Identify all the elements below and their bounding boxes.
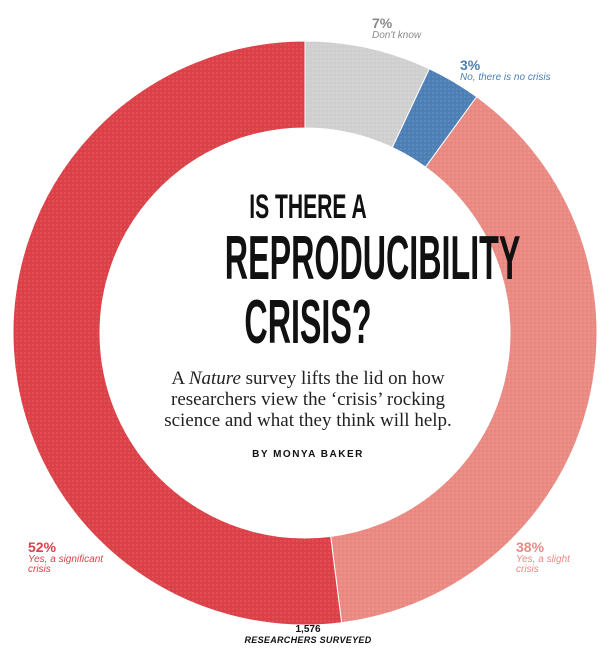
label-dont-know-text: Don't know bbox=[372, 29, 422, 41]
sample-size-note: 1,576 RESEARCHERS SURVEYED bbox=[208, 624, 408, 645]
slice-texture-2 bbox=[330, 96, 598, 623]
subhead-italic: Nature bbox=[188, 368, 241, 389]
label-slight-text-2: crisis bbox=[516, 564, 539, 576]
label-slight-text-1: Yes, a slight bbox=[516, 553, 570, 565]
headline-block: Is there a Reproducibility crisis? A Nat… bbox=[148, 188, 521, 460]
subhead-post: survey lifts the lid on how researchers … bbox=[164, 368, 452, 431]
headline-line-3: crisis? bbox=[244, 288, 372, 357]
label-no-crisis: 3% No, there is no crisis bbox=[460, 58, 551, 83]
headline-line-2: Reproducibility bbox=[224, 224, 521, 293]
headline-line-1: Is there a bbox=[249, 188, 367, 226]
subhead: A Nature survey lifts the lid on how res… bbox=[148, 368, 468, 431]
label-no-crisis-pct: 3% bbox=[460, 57, 481, 73]
subhead-pre: A bbox=[171, 368, 189, 389]
label-significant: 52% Yes, a significant crisis bbox=[28, 540, 103, 576]
slice-texture-3 bbox=[13, 41, 342, 625]
byline: BY MONYA BAKER bbox=[252, 449, 364, 460]
label-significant-text-2: crisis bbox=[28, 564, 51, 576]
slice-texture-1 bbox=[392, 68, 477, 168]
slice-texture-0 bbox=[305, 41, 430, 148]
label-significant-text-1: Yes, a significant bbox=[28, 553, 104, 565]
donut-texture bbox=[13, 41, 598, 625]
label-dont-know-pct: 7% bbox=[372, 15, 393, 31]
sample-count: 1,576 bbox=[295, 624, 321, 635]
sample-label: RESEARCHERS SURVEYED bbox=[244, 635, 372, 645]
label-dont-know: 7% Don't know bbox=[372, 16, 421, 41]
label-significant-pct: 52% bbox=[28, 539, 57, 555]
label-slight: 38% Yes, a slight crisis bbox=[516, 540, 570, 576]
label-no-crisis-text: No, there is no crisis bbox=[460, 71, 551, 83]
label-slight-pct: 38% bbox=[516, 539, 545, 555]
